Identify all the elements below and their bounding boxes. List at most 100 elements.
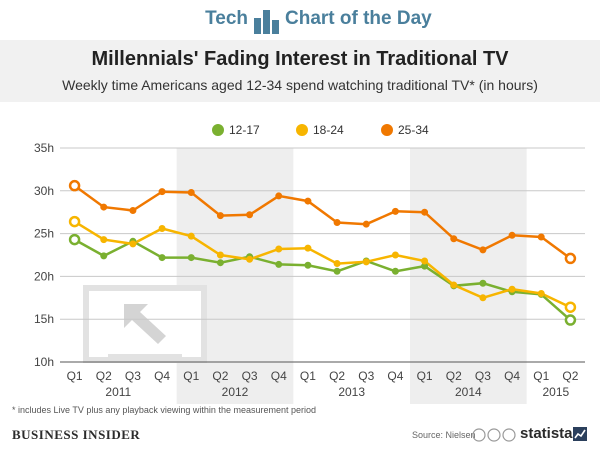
data-point-18-24	[304, 244, 312, 252]
legend-marker-12-17	[212, 124, 224, 136]
x-tick-label: Q3	[242, 369, 258, 383]
data-point-12-17	[304, 261, 312, 269]
data-point-18-24	[421, 257, 429, 265]
data-point-12-17	[68, 233, 81, 246]
data-point-25-34	[304, 197, 312, 205]
y-tick-label: 15h	[34, 312, 54, 326]
data-point-25-34	[450, 235, 458, 243]
data-point-18-24	[333, 260, 341, 268]
y-tick-label: 10h	[34, 355, 54, 369]
data-point-12-17	[216, 259, 224, 267]
data-point-25-34	[158, 188, 166, 196]
y-tick-label: 25h	[34, 227, 54, 241]
x-tick-label: Q4	[154, 369, 170, 383]
data-point-25-34	[129, 206, 137, 214]
data-point-25-34	[537, 233, 545, 241]
data-point-18-24	[216, 251, 224, 259]
data-point-12-17	[275, 260, 283, 268]
title-bar: Millennials' Fading Interest in Traditio…	[0, 40, 600, 102]
x-tick-label: Q4	[504, 369, 520, 383]
x-tick-label: Q3	[358, 369, 374, 383]
data-point-25-34	[333, 218, 341, 226]
data-point-12-17	[564, 314, 577, 326]
x-year-label: 2014	[455, 385, 482, 399]
data-point-18-24	[100, 236, 108, 244]
legend-label-18-24: 18-24	[313, 123, 344, 137]
x-year-label: 2012	[222, 385, 249, 399]
data-point-18-24	[391, 251, 399, 259]
data-point-25-34	[362, 220, 370, 228]
data-point-18-24	[129, 240, 137, 248]
footer: BUSINESS INSIDER Source: Nielsen statist…	[0, 418, 600, 450]
x-tick-label: Q4	[387, 369, 403, 383]
x-tick-label: Q2	[96, 369, 112, 383]
x-tick-label: Q1	[67, 369, 83, 383]
data-point-12-17	[100, 252, 108, 260]
line-chart: 10h 15h 20h 25h 30h 35h Q1 Q2 Q3 Q4 Q1 Q2 Q3 Q4 Q1 Q2 Q…	[34, 123, 585, 404]
data-point-18-24	[68, 215, 81, 228]
x-tick-label: Q1	[417, 369, 433, 383]
legend-marker-25-34	[381, 124, 393, 136]
bar-chart-icon	[254, 10, 279, 34]
series-line-25-34	[73, 184, 572, 260]
data-point-18-24	[158, 224, 166, 232]
header-chart-of-the-day: Chart of the Day	[285, 8, 432, 29]
legend-label-12-17: 12-17	[229, 123, 260, 137]
data-point-18-24	[564, 301, 577, 313]
data-point-25-34	[187, 189, 195, 197]
header-tech: Tech	[205, 8, 248, 29]
y-tick-label: 35h	[34, 141, 54, 155]
x-tick-label: Q2	[562, 369, 578, 383]
series-line-18-24	[73, 220, 571, 309]
x-year-label: 2015	[542, 385, 569, 399]
x-tick-label: Q1	[183, 369, 199, 383]
series-line-12-17	[73, 238, 572, 322]
x-tick-label: Q3	[125, 369, 141, 383]
data-point-18-24	[246, 255, 254, 263]
data-point-12-17	[479, 279, 487, 287]
statista-icon	[573, 427, 587, 441]
x-tick-label: Q2	[446, 369, 462, 383]
y-tick-label: 30h	[34, 184, 54, 198]
x-tick-label: Q1	[533, 369, 549, 383]
x-year-label: 2013	[338, 385, 365, 399]
data-point-18-24	[187, 232, 195, 240]
data-point-18-24	[537, 290, 545, 298]
x-tick-label: Q2	[212, 369, 228, 383]
data-point-25-34	[275, 192, 283, 200]
data-point-25-34	[100, 203, 108, 211]
data-point-25-34	[391, 207, 399, 215]
x-tick-label: Q4	[271, 369, 287, 383]
data-point-18-24	[450, 281, 458, 289]
chart-title: Millennials' Fading Interest in Traditio…	[91, 48, 509, 70]
legend-marker-18-24	[296, 124, 308, 136]
data-point-12-17	[187, 254, 195, 262]
data-point-18-24	[275, 245, 283, 253]
x-year-label: 2011	[105, 385, 131, 399]
header-bar: Tech Chart of the Day	[0, 0, 600, 44]
data-point-18-24	[479, 294, 487, 302]
chart-subtitle: Weekly time Americans aged 12-34 spend w…	[62, 77, 538, 93]
data-point-25-34	[564, 252, 577, 265]
data-point-12-17	[158, 254, 166, 262]
footnote: * includes Live TV plus any playback vie…	[12, 405, 316, 415]
data-point-25-34	[68, 179, 81, 192]
data-point-12-17	[333, 267, 341, 275]
statista-logo: statista	[520, 425, 573, 442]
x-tick-label: Q3	[475, 369, 491, 383]
data-point-12-17	[391, 267, 399, 275]
source-label: Source: Nielsen	[412, 430, 476, 440]
business-insider-logo: BUSINESS INSIDER	[12, 427, 141, 442]
x-tick-label: Q1	[300, 369, 316, 383]
data-point-18-24	[362, 258, 370, 266]
tv-icon	[83, 285, 207, 363]
data-point-25-34	[246, 211, 254, 219]
data-point-25-34	[508, 231, 516, 239]
data-point-18-24	[508, 285, 516, 293]
data-point-25-34	[479, 246, 487, 254]
legend-label-25-34: 25-34	[398, 123, 429, 137]
data-point-25-34	[421, 208, 429, 216]
data-point-25-34	[216, 212, 224, 220]
creative-commons-icon	[472, 428, 516, 442]
x-tick-label: Q2	[329, 369, 345, 383]
